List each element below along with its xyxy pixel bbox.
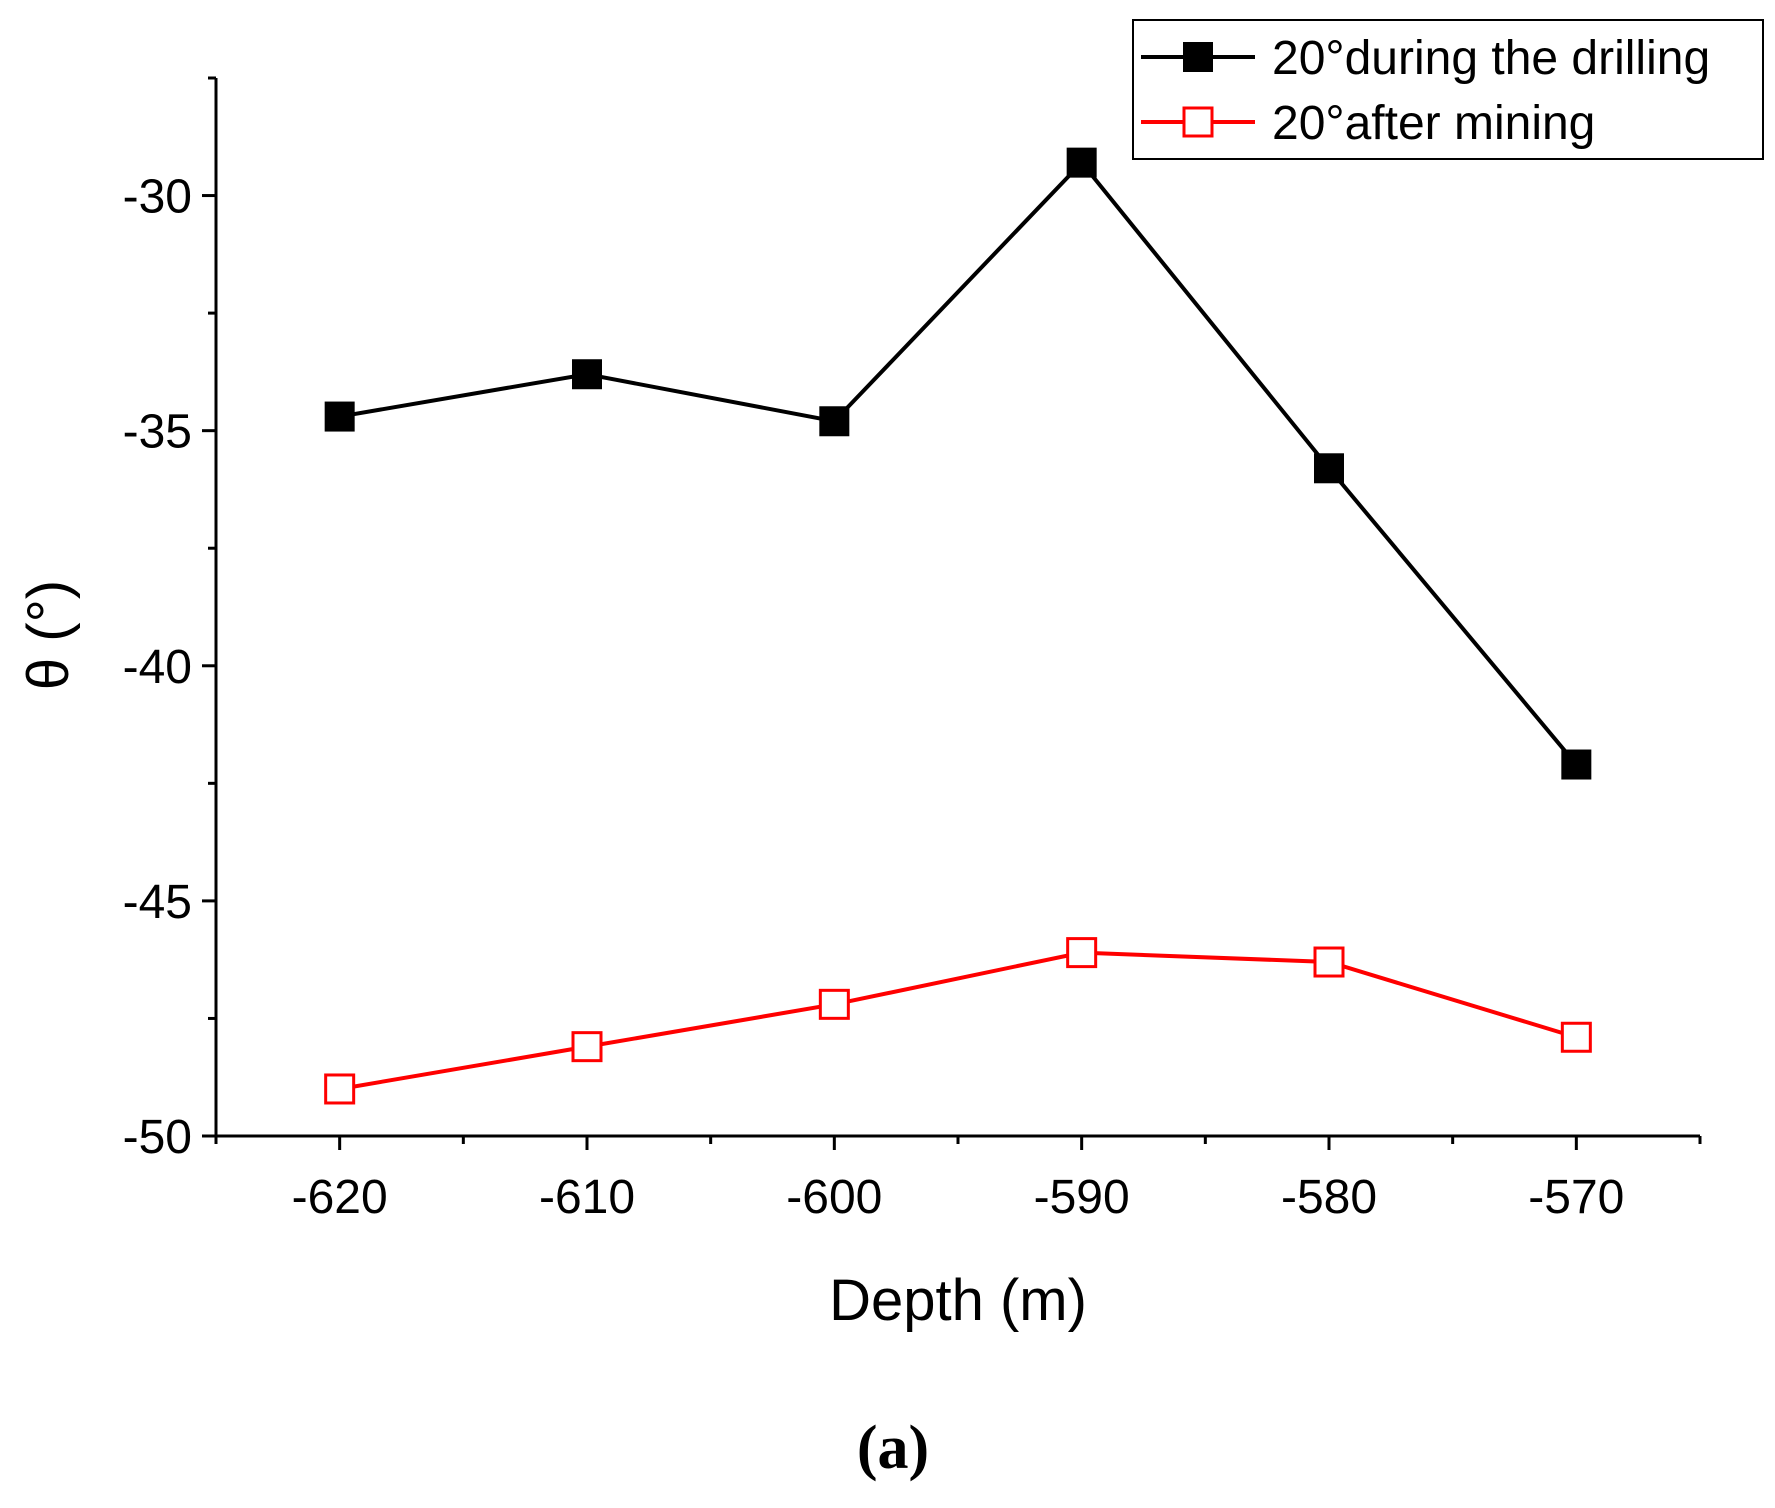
x-axis-title: Depth (m) [829,1268,1087,1333]
legend-marker [1182,106,1214,138]
series-line [339,950,1577,1091]
y-axis-title: θ (°) [16,580,81,690]
legend-marker [1183,42,1213,72]
y-tick-label: -40 [123,641,192,694]
x-tick-label: -590 [1034,1171,1130,1224]
data-point-marker [1066,147,1097,178]
data-point-marker [1560,1021,1592,1053]
x-tick-label: -610 [539,1171,635,1224]
x-tick-label: -620 [292,1171,388,1224]
data-point-marker [1314,453,1344,484]
data-point-marker [1561,749,1592,780]
y-tick-label: -45 [123,876,192,929]
data-point-marker [1066,937,1098,969]
series-layer [324,147,1592,1105]
data-point-marker [818,988,850,1020]
data-point-marker [572,359,602,390]
series-2 [324,937,1592,1105]
legend-label: 20°during the drilling [1272,32,1710,85]
x-tick-label: -600 [786,1171,882,1224]
series-line [339,159,1578,766]
data-point-marker [819,406,850,437]
data-point-marker [571,1031,603,1063]
legend-label: 20°after mining [1272,97,1595,150]
legend: 20°during the drilling 20°after mining [1132,19,1764,160]
data-point-marker [324,401,355,432]
x-tick-label: -570 [1528,1171,1624,1224]
data-point-marker [1313,946,1345,978]
y-tick-label: -50 [123,1111,192,1164]
legend-box [1132,19,1764,160]
x-axis-ticks: -620 -610 -600 -590 -580 -570 [214,1136,1702,1224]
series-1 [324,147,1592,780]
y-tick-label: -35 [123,406,192,459]
y-tick-label: -30 [123,171,192,224]
x-tick-label: -580 [1281,1171,1377,1224]
data-point-marker [324,1073,356,1105]
y-axis-ticks: -50 -45 -40 -35 -30 [123,76,216,1164]
figure-caption: (a) [857,1414,929,1482]
